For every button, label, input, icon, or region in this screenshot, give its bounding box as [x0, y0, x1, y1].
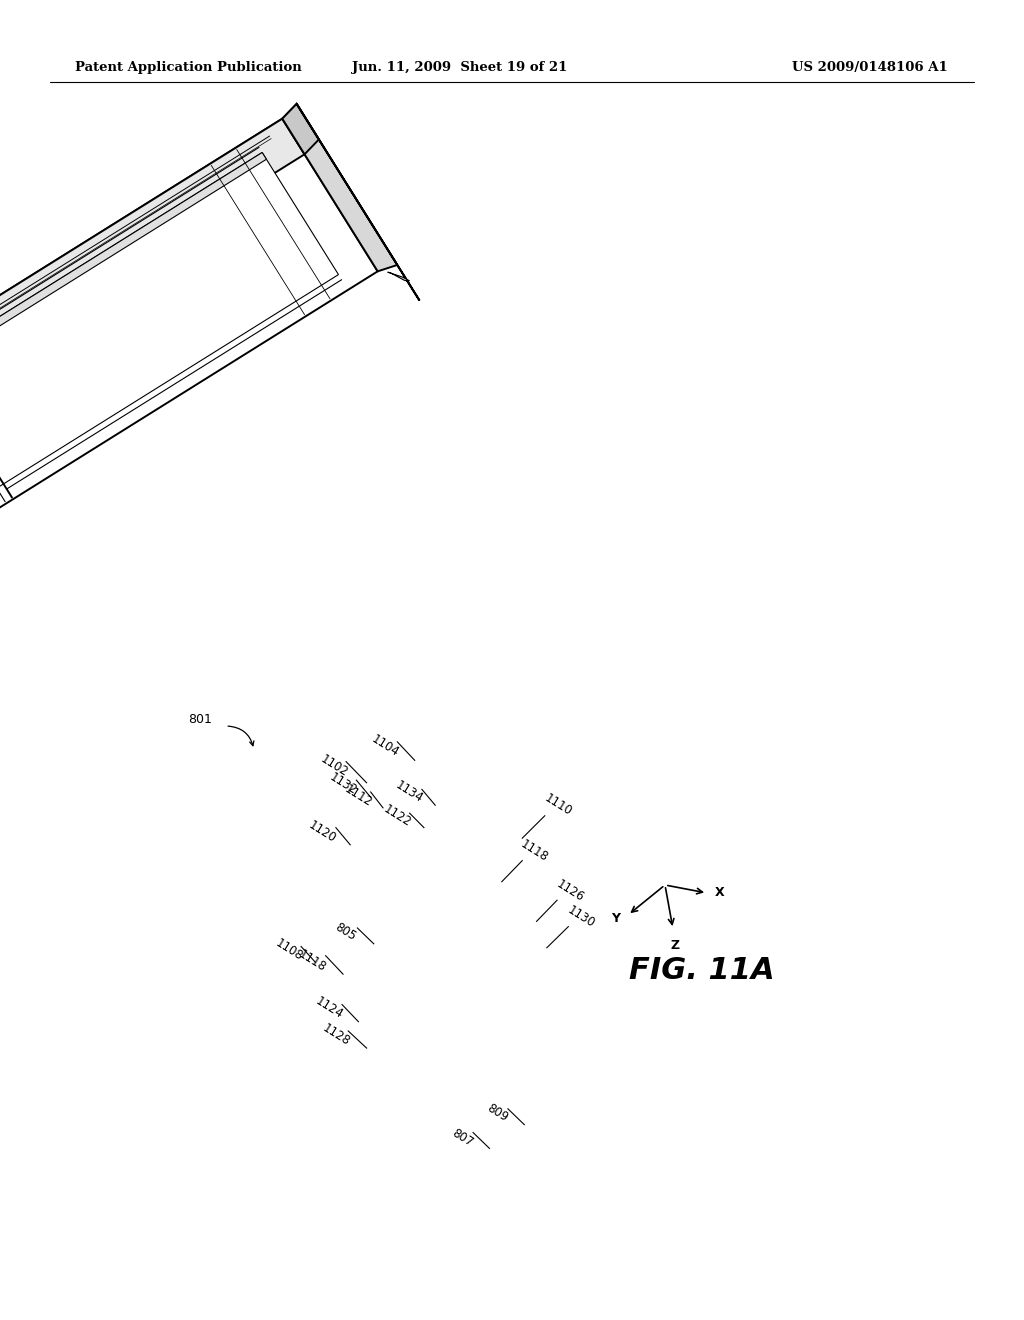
- Text: Jun. 11, 2009  Sheet 19 of 21: Jun. 11, 2009 Sheet 19 of 21: [352, 62, 567, 74]
- Text: 801: 801: [187, 713, 212, 726]
- Polygon shape: [388, 272, 410, 281]
- Text: 1122: 1122: [381, 803, 414, 829]
- Polygon shape: [283, 104, 318, 154]
- Polygon shape: [297, 104, 420, 301]
- Text: 1124: 1124: [313, 995, 346, 1022]
- Text: US 2009/0148106 A1: US 2009/0148106 A1: [793, 62, 948, 74]
- Text: 1132: 1132: [327, 771, 359, 797]
- Text: 1130: 1130: [565, 904, 598, 931]
- Text: 1104: 1104: [369, 733, 401, 759]
- Text: 1120: 1120: [306, 818, 339, 845]
- Polygon shape: [0, 119, 378, 659]
- Text: 1108: 1108: [272, 937, 305, 964]
- Text: FIG. 11A: FIG. 11A: [629, 956, 774, 985]
- Polygon shape: [283, 104, 397, 272]
- Text: 1118: 1118: [296, 948, 329, 974]
- Text: 805: 805: [332, 920, 358, 944]
- Polygon shape: [0, 153, 266, 432]
- Polygon shape: [0, 119, 304, 541]
- Polygon shape: [0, 153, 339, 548]
- Text: Patent Application Publication: Patent Application Publication: [75, 62, 302, 74]
- Text: 807: 807: [450, 1126, 476, 1150]
- Text: 1102: 1102: [317, 752, 350, 779]
- Text: 809: 809: [484, 1101, 511, 1125]
- Text: Z: Z: [671, 939, 680, 952]
- Text: 1110: 1110: [542, 792, 574, 818]
- Text: 1118: 1118: [518, 838, 551, 865]
- Text: X: X: [715, 887, 725, 899]
- FancyArrowPatch shape: [228, 726, 254, 746]
- Text: 1112: 1112: [342, 783, 375, 809]
- Text: 1134: 1134: [393, 779, 426, 805]
- Text: Y: Y: [611, 912, 620, 924]
- Text: 1126: 1126: [554, 878, 587, 904]
- Text: 1128: 1128: [319, 1022, 352, 1048]
